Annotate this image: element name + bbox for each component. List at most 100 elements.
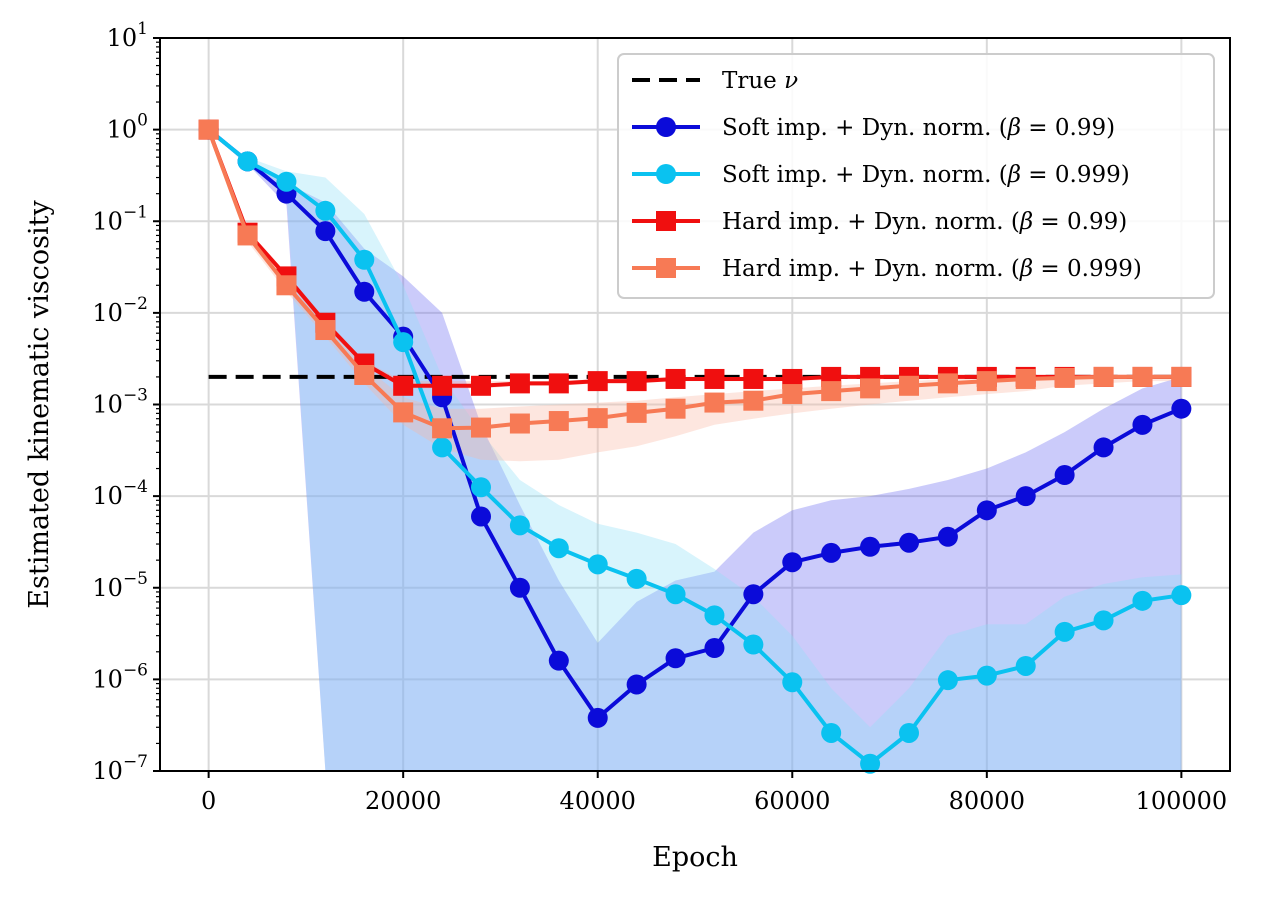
legend-swatch-marker-3	[656, 211, 676, 231]
series-1-point	[587, 707, 608, 728]
series-4-point	[821, 381, 842, 402]
series-2-point	[782, 672, 803, 693]
series-4-point	[976, 371, 997, 392]
x-tick-label: 100000	[1136, 787, 1228, 815]
legend-swatch-marker-2	[656, 164, 676, 184]
x-tick-label: 0	[201, 787, 216, 815]
series-4-point	[1015, 368, 1036, 389]
series-1-point	[782, 552, 803, 573]
series-4-point	[587, 408, 608, 429]
series-3-point	[626, 371, 647, 392]
series-1-point	[509, 577, 530, 598]
series-4-point	[665, 398, 686, 419]
series-4-point	[432, 418, 453, 439]
series-4-point	[937, 373, 958, 394]
y-axis-title: Estimated kinematic viscosity	[24, 200, 55, 609]
x-tick-label: 40000	[560, 787, 636, 815]
series-1-point	[1015, 486, 1036, 507]
series-1-point	[1093, 437, 1114, 458]
series-3-point	[587, 371, 608, 392]
series-2-point	[315, 200, 336, 221]
series-1-point	[704, 638, 725, 659]
series-2-point	[237, 151, 258, 172]
legend-box	[617, 53, 1215, 299]
series-2-point	[665, 584, 686, 605]
series-4-point	[1132, 366, 1153, 387]
series-1-point	[899, 532, 919, 553]
series-4-point	[198, 119, 219, 140]
tick-layer: 0 20000 40000 60000 80000 100000 101 100 10−1 10−…	[92, 19, 1227, 815]
series-4-point	[315, 320, 336, 341]
series-2-point	[587, 554, 608, 575]
series-1-point	[471, 506, 491, 527]
series-3-point	[432, 375, 453, 396]
legend-label-1: Soft imp. + Dyn. norm. (β = 0.99)	[722, 115, 1115, 141]
series-1-point	[1132, 414, 1153, 435]
series-2-point	[548, 538, 569, 559]
series-1-point	[1054, 465, 1075, 486]
series-band-1	[208, 129, 1182, 772]
series-2-point	[1132, 590, 1153, 611]
y-tick-label: 10−7	[92, 752, 148, 785]
series-3-point	[782, 368, 803, 389]
series-1-point	[354, 281, 375, 302]
series-4-point	[548, 411, 569, 432]
series-4-point	[237, 225, 258, 246]
series-1-point	[821, 542, 842, 563]
series-4-point	[704, 392, 725, 413]
y-tick-label: 101	[107, 19, 148, 52]
series-4-point	[509, 413, 530, 434]
series-2-point	[471, 477, 491, 498]
series-2-point	[860, 753, 881, 774]
series-2-point	[1015, 655, 1036, 676]
series-3-point	[704, 368, 725, 389]
series-4-point	[393, 402, 414, 423]
series-band-2	[208, 129, 1182, 772]
series-2-point	[432, 437, 453, 458]
series-4-point	[354, 364, 375, 385]
series-2-point	[899, 722, 919, 743]
series-3-point	[471, 375, 491, 396]
y-tick-label: 10−5	[92, 569, 148, 602]
series-4-point	[626, 402, 647, 423]
legend-swatch-marker-1	[656, 117, 676, 137]
series-4-point	[860, 378, 881, 399]
series-2-point	[1093, 610, 1114, 631]
series-layer	[198, 119, 1192, 774]
series-4-point	[1093, 366, 1114, 387]
series-4-point	[782, 384, 803, 405]
series-2-point	[821, 722, 842, 743]
series-4-point	[276, 275, 297, 296]
series-1-point	[315, 221, 336, 242]
series-1-point	[860, 536, 881, 557]
series-2-point	[509, 515, 530, 536]
series-3-point	[509, 373, 530, 394]
series-1-point	[548, 650, 569, 671]
y-tick-label: 10−4	[92, 477, 148, 510]
x-axis-title: Epoch	[652, 842, 738, 873]
series-2-point	[1171, 585, 1192, 606]
series-3-point	[665, 368, 686, 389]
series-1-point	[626, 674, 647, 695]
series-1-point	[976, 500, 997, 521]
y-tick-label: 10−1	[92, 202, 148, 235]
series-2-point	[354, 249, 375, 270]
series-2-point	[276, 171, 297, 192]
series-1-point	[937, 526, 958, 547]
series-2-point	[1054, 621, 1075, 642]
y-tick-label: 10−2	[92, 294, 148, 327]
series-4-point	[471, 417, 491, 438]
y-tick-label: 100	[107, 111, 148, 144]
series-3-point	[743, 368, 764, 389]
series-1-point	[743, 584, 764, 605]
x-tick-label: 60000	[754, 787, 830, 815]
series-4-point	[743, 390, 764, 411]
legend-swatch-marker-4	[656, 258, 676, 278]
series-4-point	[1171, 366, 1192, 387]
legend-label-2: Soft imp. + Dyn. norm. (β = 0.999)	[722, 162, 1130, 188]
x-tick-label: 80000	[949, 787, 1025, 815]
legend: True ν Soft imp. + Dyn. norm. (β = 0.99) S…	[617, 53, 1215, 299]
series-1-point	[665, 648, 686, 669]
series-2-point	[976, 665, 997, 686]
